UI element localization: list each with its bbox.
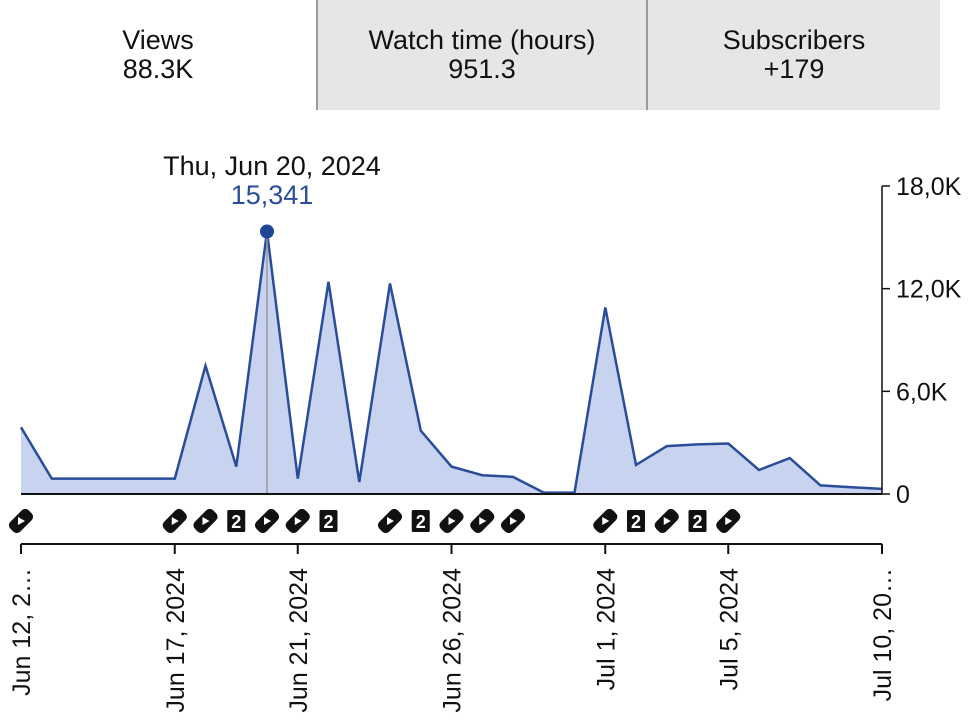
- tab-watch-time-label: Watch time (hours): [368, 25, 596, 55]
- count-badge-text: 2: [231, 512, 241, 532]
- views-area: [21, 231, 882, 494]
- y-tick-label: 0: [896, 481, 910, 509]
- video-icon-play: [725, 517, 733, 525]
- tab-subscribers-label: Subscribers: [722, 25, 866, 55]
- x-tick-label: Jun 21, 2024: [285, 568, 313, 713]
- video-icon: [500, 508, 526, 534]
- y-tick-label: 12,0K: [896, 276, 962, 304]
- video-icon: [377, 508, 403, 534]
- count-badge: 2: [227, 510, 246, 532]
- video-icon: [254, 508, 280, 534]
- count-badge-bg: [227, 510, 246, 532]
- video-icon: [193, 508, 218, 534]
- video-icon-play: [479, 517, 487, 525]
- tab-views-label: Views: [122, 25, 194, 55]
- video-icon-play: [602, 517, 610, 525]
- video-icon-play: [171, 517, 179, 525]
- video-icon: [593, 508, 618, 534]
- count-badge-text: 2: [323, 512, 333, 532]
- count-badge: 2: [411, 510, 430, 532]
- y-tick-label: 18,0K: [896, 173, 962, 201]
- x-tick-label: Jun 17, 2024: [162, 568, 190, 713]
- video-icon: [285, 508, 310, 534]
- tab-subscribers[interactable]: Subscribers +179: [648, 0, 940, 110]
- tooltip-date: Thu, Jun 20, 2024: [163, 151, 381, 181]
- tab-divider: [316, 0, 318, 110]
- count-badge: 2: [627, 510, 645, 532]
- tab-subscribers-value: +179: [763, 54, 825, 84]
- x-tick-label: Jun 26, 2024: [439, 568, 467, 713]
- video-icon: [8, 508, 34, 534]
- video-icon: [439, 508, 464, 534]
- views-line: [19, 231, 883, 494]
- count-badge: 2: [688, 510, 707, 532]
- tooltip-value: 15,341: [231, 180, 314, 210]
- video-icon: [716, 508, 741, 534]
- count-badge: 2: [319, 510, 338, 532]
- video-icon-play: [202, 517, 210, 525]
- x-tick-label: Jun 12, 2…: [8, 568, 36, 696]
- count-badge-bg: [688, 510, 707, 532]
- video-icon-play: [448, 517, 456, 525]
- video-icon-play: [663, 517, 671, 525]
- tab-views-value: 88.3K: [122, 54, 194, 84]
- y-tick-label: 6,0K: [896, 378, 948, 406]
- video-icon-play: [264, 517, 271, 525]
- video-icon-play: [387, 517, 394, 525]
- count-badge-text: 2: [416, 512, 426, 532]
- video-icon-play: [294, 517, 302, 525]
- video-icon: [162, 508, 187, 534]
- video-icon: [470, 508, 495, 534]
- metric-tabs: Views 88.3K Watch time (hours) 951.3 Sub…: [0, 0, 940, 110]
- count-badge-text: 2: [692, 512, 702, 532]
- count-badge-bg: [627, 510, 645, 532]
- video-icon-play: [510, 517, 517, 525]
- tab-watch-time-value: 951.3: [448, 54, 516, 84]
- count-badge-bg: [319, 510, 338, 532]
- video-icon-play: [18, 517, 25, 525]
- tab-watch-time[interactable]: Watch time (hours) 951.3: [318, 0, 646, 110]
- count-badge-bg: [411, 510, 430, 532]
- hover-point: [260, 224, 274, 239]
- video-icon: [654, 508, 679, 534]
- x-tick-label: Jul 10, 20…: [869, 568, 897, 701]
- tab-divider: [646, 0, 648, 110]
- count-badge-text: 2: [631, 512, 641, 532]
- x-tick-label: Jul 5, 2024: [715, 568, 743, 690]
- x-tick-label: Jul 1, 2024: [592, 568, 620, 690]
- tab-views[interactable]: Views 88.3K: [0, 0, 316, 110]
